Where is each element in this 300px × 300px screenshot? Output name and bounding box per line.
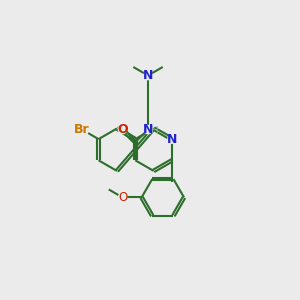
Circle shape (76, 123, 88, 136)
Circle shape (168, 135, 176, 143)
Text: N: N (143, 123, 153, 136)
Circle shape (144, 71, 152, 80)
Text: O: O (117, 123, 128, 136)
Text: N: N (167, 133, 177, 146)
Text: Br: Br (74, 123, 90, 136)
Circle shape (118, 125, 127, 134)
Text: O: O (118, 191, 127, 204)
Circle shape (144, 125, 152, 134)
Text: H: H (151, 126, 158, 136)
Text: N: N (143, 69, 153, 82)
Circle shape (118, 193, 127, 202)
